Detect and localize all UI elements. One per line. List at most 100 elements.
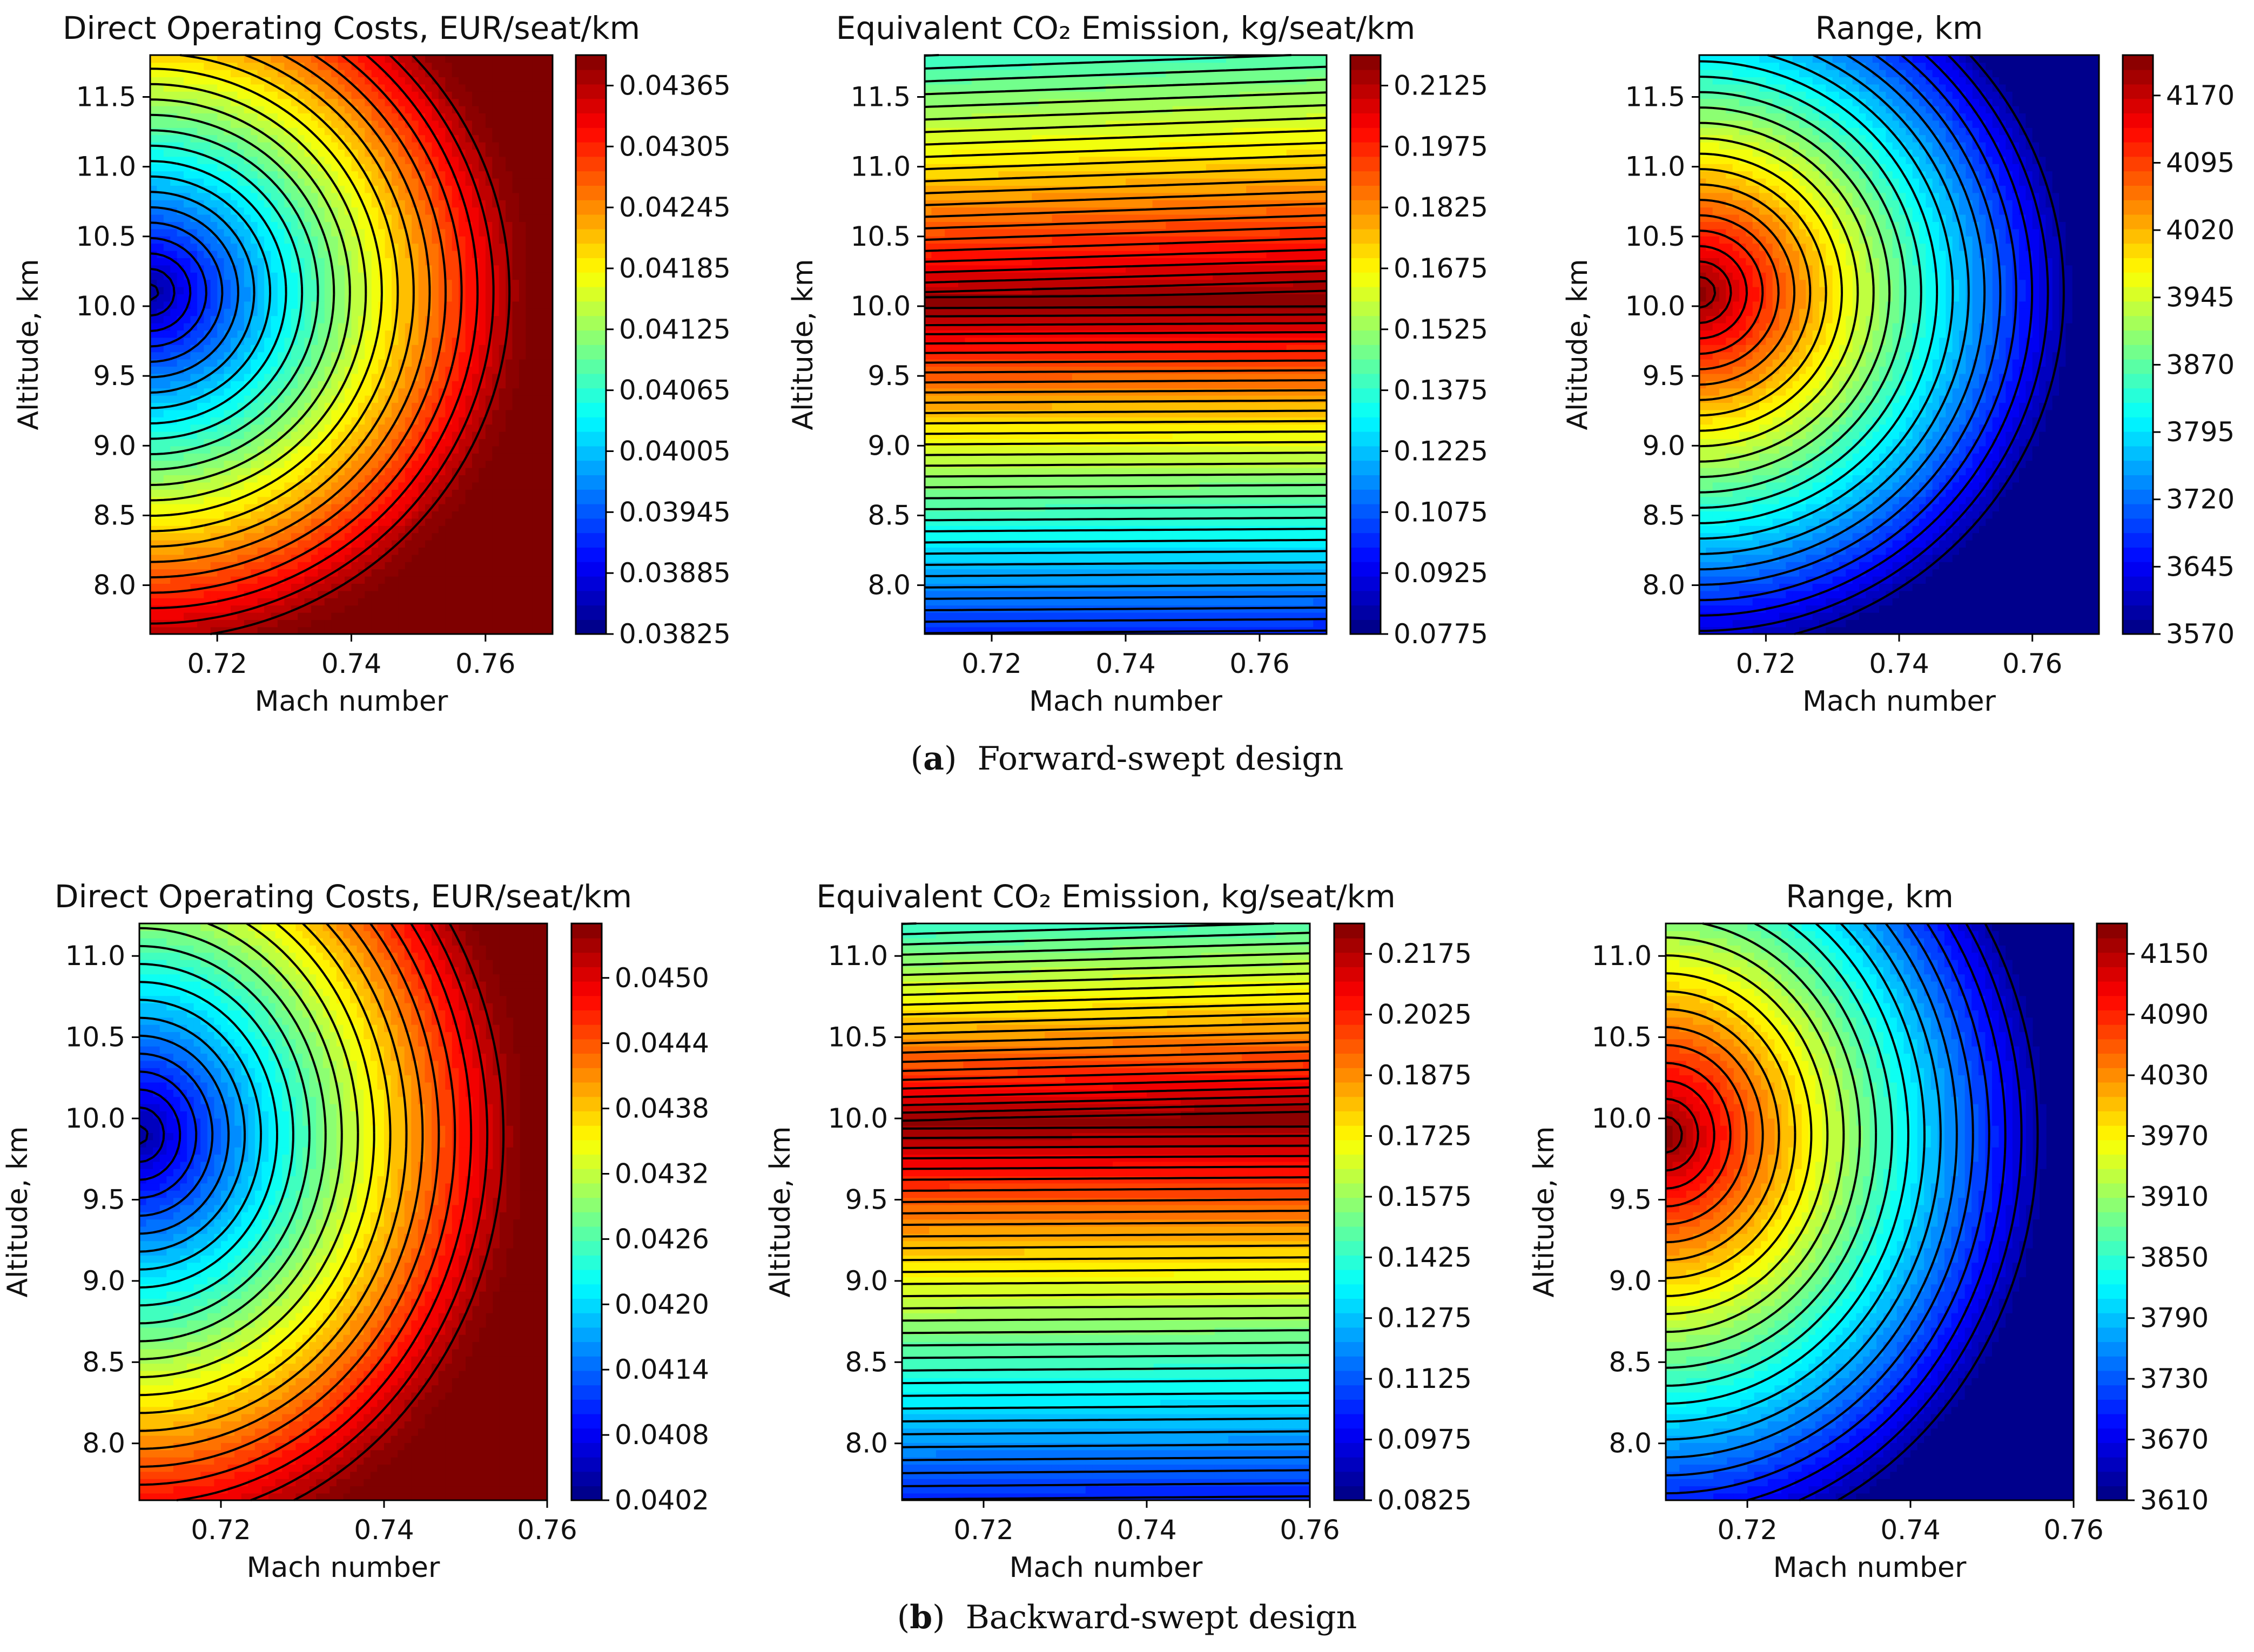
fwd-doc-field-cell bbox=[513, 381, 520, 388]
fwd-doc-field-cell bbox=[298, 504, 305, 511]
fwd-doc-field-cell bbox=[466, 583, 473, 591]
fwd-doc-field-cell bbox=[419, 446, 426, 454]
fwd-doc-field-cell bbox=[191, 374, 198, 381]
fwd-doc-field-cell bbox=[499, 583, 506, 591]
fwd-doc-field-cell bbox=[331, 338, 338, 345]
fwd-doc-field-cell bbox=[486, 583, 493, 591]
fwd-doc-field-cell bbox=[439, 540, 446, 548]
fwd-doc-field-cell bbox=[513, 439, 520, 446]
fwd-doc-field-cell bbox=[492, 417, 499, 424]
fwd-doc-field-cell bbox=[264, 489, 271, 497]
fwd-doc-field-cell bbox=[486, 417, 493, 424]
fwd-doc-field-cell bbox=[412, 359, 419, 367]
fwd-doc-field-cell bbox=[432, 569, 439, 576]
fwd-doc-field-cell bbox=[204, 547, 211, 555]
fwd-doc-field-cell bbox=[445, 330, 452, 338]
fwd-doc-field-cell bbox=[191, 482, 198, 490]
fwd-doc-field-cell bbox=[170, 439, 177, 446]
fwd-doc-field-cell bbox=[191, 388, 198, 395]
fwd-doc-field-cell bbox=[459, 605, 466, 612]
fwd-doc-field-cell bbox=[352, 583, 359, 591]
fwd-doc-field-cell bbox=[378, 576, 385, 584]
fwd-doc-field-cell bbox=[244, 308, 251, 316]
fwd-doc-field-cell bbox=[150, 446, 157, 454]
fwd-doc-field-cell bbox=[150, 489, 157, 497]
fwd-doc-field-cell bbox=[150, 547, 157, 555]
fwd-doc-field-cell bbox=[211, 619, 218, 627]
fwd-doc-field-cell bbox=[278, 424, 285, 431]
fwd-doc-field-cell bbox=[526, 496, 533, 504]
fwd-doc-field-cell bbox=[526, 338, 533, 345]
fwd-doc-field-cell bbox=[291, 547, 298, 555]
fwd-doc-field-cell bbox=[412, 562, 419, 569]
fwd-doc-field-cell bbox=[526, 374, 533, 381]
fwd-doc-field-cell bbox=[164, 366, 171, 374]
fwd-doc-field-cell bbox=[479, 482, 486, 490]
fwd-doc-field-cell bbox=[425, 532, 432, 540]
fwd-doc-field-cell bbox=[519, 402, 526, 410]
fwd-doc-field-cell bbox=[331, 410, 338, 417]
fwd-doc-field-cell bbox=[466, 598, 473, 605]
fwd-doc-field-cell bbox=[459, 547, 466, 555]
fwd-doc-field-cell bbox=[419, 532, 426, 540]
fwd-doc-field-cell bbox=[231, 518, 238, 526]
fwd-doc-field-cell bbox=[338, 374, 345, 381]
fwd-doc-field-cell bbox=[177, 323, 184, 331]
fwd-doc-field-cell bbox=[217, 410, 224, 417]
fwd-doc-field-cell bbox=[338, 555, 345, 562]
fwd-doc-field-cell bbox=[372, 612, 379, 620]
fwd-doc-field-cell bbox=[385, 518, 392, 526]
fwd-doc-field-cell bbox=[170, 532, 177, 540]
fwd-doc-field-cell bbox=[224, 345, 231, 352]
fwd-doc-field-cell bbox=[385, 583, 392, 591]
fwd-doc-field-cell bbox=[278, 381, 285, 388]
fwd-doc-field-cell bbox=[405, 308, 412, 316]
fwd-doc-field-cell bbox=[311, 453, 318, 461]
fwd-doc-field-cell bbox=[251, 330, 258, 338]
fwd-doc-field-cell bbox=[472, 612, 479, 620]
fwd-doc-field-cell bbox=[177, 489, 184, 497]
fwd-doc-field-cell bbox=[466, 619, 473, 627]
fwd-doc-field-cell bbox=[445, 598, 452, 605]
fwd-doc-field-cell bbox=[472, 468, 479, 475]
fwd-doc-field-cell bbox=[405, 540, 412, 548]
fwd-doc-field-cell bbox=[425, 576, 432, 584]
fwd-doc-field-cell bbox=[325, 583, 332, 591]
fwd-doc-field-cell bbox=[345, 489, 352, 497]
fwd-doc-field-cell bbox=[385, 410, 392, 417]
fwd-doc-field-cell bbox=[392, 395, 399, 403]
fwd-doc-field-cell bbox=[392, 562, 399, 569]
fwd-doc-field-cell bbox=[365, 468, 372, 475]
fwd-doc-field-cell bbox=[519, 619, 526, 627]
fwd-doc-field-cell bbox=[519, 374, 526, 381]
fwd-doc-field-cell bbox=[506, 424, 513, 431]
fwd-doc-field-cell bbox=[432, 315, 439, 323]
fwd-doc-field-cell bbox=[519, 395, 526, 403]
fwd-doc-field-cell bbox=[452, 323, 459, 331]
fwd-doc-field-cell bbox=[513, 482, 520, 490]
fwd-doc-field-cell bbox=[170, 359, 177, 367]
fwd-doc-field-cell bbox=[298, 402, 305, 410]
fwd-doc-field-cell bbox=[466, 555, 473, 562]
fwd-doc-field-cell bbox=[492, 569, 499, 576]
fwd-doc-field-cell bbox=[405, 374, 412, 381]
fwd-doc-field-cell bbox=[492, 402, 499, 410]
fwd-doc-field-cell bbox=[513, 460, 520, 468]
fwd-doc-field-cell bbox=[291, 511, 298, 518]
fwd-doc-field-cell bbox=[405, 598, 412, 605]
fwd-doc-field-cell bbox=[432, 460, 439, 468]
fwd-doc-field-cell bbox=[405, 562, 412, 569]
fwd-doc-field-cell bbox=[479, 562, 486, 569]
fwd-doc-field-cell bbox=[237, 598, 244, 605]
fwd-doc-field-cell bbox=[150, 366, 157, 374]
fwd-doc-field-cell bbox=[506, 453, 513, 461]
fwd-doc-field-cell bbox=[425, 569, 432, 576]
fwd-doc-field-cell bbox=[177, 410, 184, 417]
fwd-doc-field-cell bbox=[513, 338, 520, 345]
fwd-doc-field-cell bbox=[445, 569, 452, 576]
fwd-doc-field-cell bbox=[298, 525, 305, 533]
fwd-doc-field-cell bbox=[432, 547, 439, 555]
fwd-doc-field-cell bbox=[385, 439, 392, 446]
fwd-doc-field-cell bbox=[432, 308, 439, 316]
fwd-doc-field-cell bbox=[519, 453, 526, 461]
